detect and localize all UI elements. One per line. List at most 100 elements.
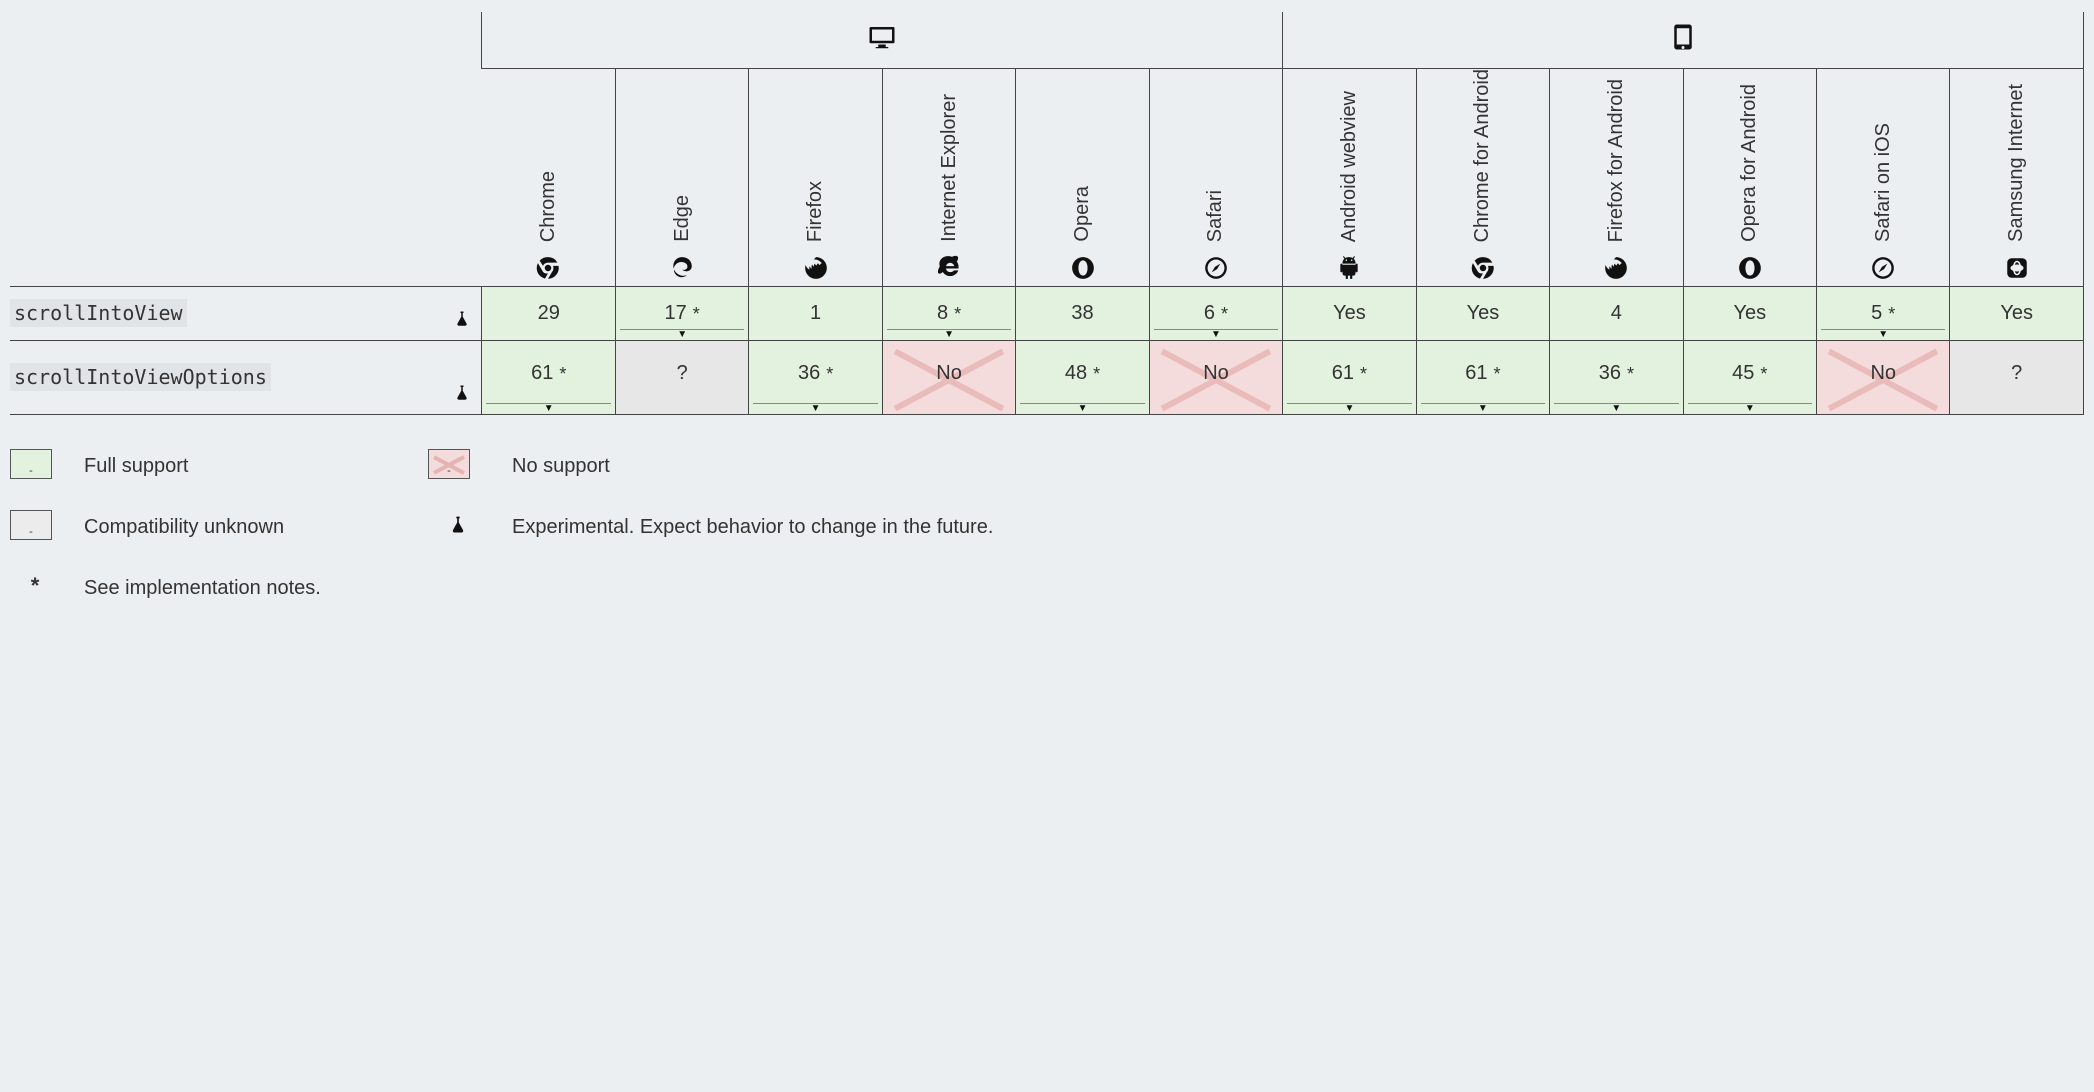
platform-header-row: [10, 12, 2084, 68]
support-value: No: [1817, 341, 1949, 414]
ie-icon: [883, 255, 1015, 286]
support-value: 1: [749, 287, 881, 340]
support-value: ?: [616, 341, 748, 414]
legend-flask-icon: [428, 510, 488, 540]
expand-toggle[interactable]: [486, 403, 610, 414]
feature-name-cell: scrollIntoView: [10, 286, 482, 340]
note-asterisk-icon: *: [1627, 364, 1634, 385]
expand-toggle[interactable]: [887, 329, 1011, 340]
browser-label: Chrome for Android: [1471, 69, 1494, 242]
opera-icon: [1684, 255, 1816, 286]
expand-toggle[interactable]: [1688, 403, 1812, 414]
legend-label-notes: See implementation notes.: [84, 571, 404, 602]
expand-toggle[interactable]: [1821, 329, 1945, 340]
note-asterisk-icon: *: [826, 364, 833, 385]
note-asterisk-icon: *: [954, 304, 961, 325]
safari-icon: [1817, 255, 1949, 286]
browser-header-ie: Internet Explorer: [882, 68, 1015, 286]
browser-header-ffa: Firefox for Android: [1550, 68, 1683, 286]
support-cell-aw[interactable]: 61*: [1283, 340, 1416, 414]
note-asterisk-icon: *: [1888, 304, 1895, 325]
support-value: Yes: [1417, 287, 1549, 340]
support-cell-cra: Yes: [1416, 286, 1549, 340]
support-cell-firefox: 1: [749, 286, 882, 340]
browser-header-chrome: Chrome: [482, 68, 615, 286]
support-cell-sfi[interactable]: 5*: [1817, 286, 1950, 340]
support-cell-opa: Yes: [1683, 286, 1816, 340]
browser-header-edge: Edge: [615, 68, 748, 286]
note-asterisk-icon: *: [1221, 304, 1228, 325]
feature-code: scrollIntoViewOptions: [10, 363, 271, 391]
android-icon: [1283, 255, 1415, 286]
support-cell-cra[interactable]: 61*: [1416, 340, 1549, 414]
support-cell-ffa[interactable]: 36*: [1550, 340, 1683, 414]
expand-toggle[interactable]: [1421, 403, 1545, 414]
corner-spacer: [10, 12, 482, 286]
support-cell-opera[interactable]: 48*: [1016, 340, 1149, 414]
support-value: ?: [1950, 341, 2083, 414]
browser-label: Samsung Internet: [2005, 84, 2028, 242]
browser-label: Firefox: [804, 181, 827, 242]
expand-toggle[interactable]: [753, 403, 877, 414]
note-asterisk-icon: *: [559, 364, 566, 385]
note-asterisk-icon: *: [693, 304, 700, 325]
support-cell-opera: 38: [1016, 286, 1149, 340]
legend-label-unknown: Compatibility unknown: [84, 510, 404, 541]
legend-label-experimental: Experimental. Expect behavior to change …: [512, 510, 2084, 541]
expand-toggle[interactable]: [1020, 403, 1144, 414]
support-value: No: [1150, 341, 1282, 414]
support-value: Yes: [1283, 287, 1415, 340]
desktop-icon: [867, 39, 897, 56]
support-cell-aw: Yes: [1283, 286, 1416, 340]
support-value: No: [883, 341, 1015, 414]
legend: - Full support - No support - Compatibil…: [10, 449, 2084, 602]
note-asterisk-icon: *: [1760, 364, 1767, 385]
browser-header-sam: Samsung Internet: [1950, 68, 2084, 286]
opera-icon: [1016, 255, 1148, 286]
samsung-icon: [1950, 255, 2083, 286]
note-asterisk-icon: *: [1494, 364, 1501, 385]
support-value: 38: [1016, 287, 1148, 340]
browser-header-opera: Opera: [1016, 68, 1149, 286]
chrome-icon: [1417, 255, 1549, 286]
platform-desktop-header: [482, 12, 1283, 68]
platform-mobile-header: [1283, 12, 2084, 68]
support-cell-sfi: No: [1817, 340, 1950, 414]
support-cell-safari: No: [1149, 340, 1282, 414]
feature-name-cell: scrollIntoViewOptions: [10, 340, 482, 414]
browser-header-sfi: Safari on iOS: [1817, 68, 1950, 286]
chrome-icon: [482, 255, 615, 286]
flask-icon: [453, 310, 471, 334]
support-cell-chrome: 29: [482, 286, 615, 340]
browser-label: Safari: [1204, 190, 1227, 242]
browser-label: Edge: [671, 195, 694, 242]
expand-toggle[interactable]: [620, 329, 744, 340]
support-value: Yes: [1950, 287, 2083, 340]
legend-label-no-support: No support: [512, 449, 2084, 480]
support-cell-safari[interactable]: 6*: [1149, 286, 1282, 340]
expand-toggle[interactable]: [1554, 403, 1678, 414]
browser-label: Safari on iOS: [1872, 123, 1895, 242]
support-cell-firefox[interactable]: 36*: [749, 340, 882, 414]
expand-toggle[interactable]: [1154, 329, 1278, 340]
feature-row-scrollIntoViewOptions: scrollIntoViewOptions61*?36*No48*No61*61…: [10, 340, 2084, 414]
feature-row-scrollIntoView: scrollIntoView2917*18*386*YesYes4Yes5*Ye…: [10, 286, 2084, 340]
legend-swatch-unknown: -: [10, 510, 52, 540]
browser-header-aw: Android webview: [1283, 68, 1416, 286]
support-cell-sam: ?: [1950, 340, 2084, 414]
browser-header-firefox: Firefox: [749, 68, 882, 286]
support-value: Yes: [1684, 287, 1816, 340]
support-cell-edge[interactable]: 17*: [615, 286, 748, 340]
safari-icon: [1150, 255, 1282, 286]
browser-header-cra: Chrome for Android: [1416, 68, 1549, 286]
support-cell-chrome[interactable]: 61*: [482, 340, 615, 414]
edge-icon: [616, 255, 748, 286]
support-cell-opa[interactable]: 45*: [1683, 340, 1816, 414]
expand-toggle[interactable]: [1287, 403, 1411, 414]
support-cell-ffa: 4: [1550, 286, 1683, 340]
firefox-icon: [749, 255, 881, 286]
support-cell-ie: No: [882, 340, 1015, 414]
support-cell-ie[interactable]: 8*: [882, 286, 1015, 340]
mobile-icon: [1668, 39, 1698, 56]
note-asterisk-icon: *: [1093, 364, 1100, 385]
